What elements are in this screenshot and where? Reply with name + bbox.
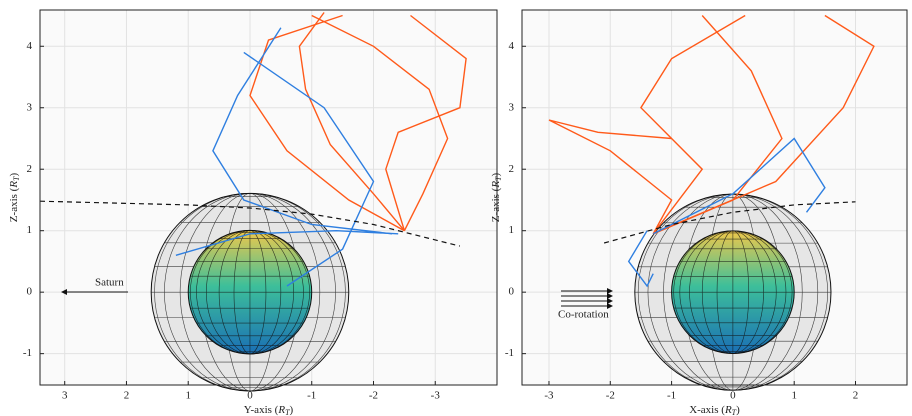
y-axis-label: Z-axis (RT) xyxy=(490,172,503,222)
x-axis-label-part: R xyxy=(277,404,285,416)
y-tick-label: 0 xyxy=(27,286,33,298)
x-axis-label-part: R xyxy=(724,404,732,416)
y-tick-label: 2 xyxy=(509,163,515,175)
y-tick-label: 4 xyxy=(27,40,33,52)
y-axis-label-part: T xyxy=(494,176,503,181)
y-axis-label-part: ) xyxy=(8,172,20,176)
y-axis-label-part: Z-axis ( xyxy=(8,187,20,222)
trajectory xyxy=(627,230,654,288)
y-tick-label: 2 xyxy=(27,163,33,175)
axes-frame xyxy=(521,9,908,386)
y-tick-label: -1 xyxy=(23,347,32,359)
x-tick-label: -3 xyxy=(544,390,554,402)
x-axis-label-part: ) xyxy=(736,404,740,416)
trajectory xyxy=(311,14,449,232)
x-tick-label: -1 xyxy=(667,390,676,402)
x-axis-label-part: Y-axis ( xyxy=(244,404,279,416)
y-tick-label: 3 xyxy=(27,101,33,113)
axes-frame xyxy=(39,9,498,386)
annotation: Co-rotation xyxy=(558,309,609,321)
annotation: Saturn xyxy=(95,277,124,289)
trajectory xyxy=(548,119,673,235)
x-tick-label: -2 xyxy=(606,390,615,402)
trajectory xyxy=(175,229,399,256)
x-axis-label-part: X-axis ( xyxy=(689,404,725,416)
x-tick-label: 0 xyxy=(730,390,736,402)
trajectory xyxy=(652,14,875,235)
trajectory xyxy=(652,137,826,235)
y-axis-label-part: T xyxy=(12,176,21,181)
sphere-mesh xyxy=(671,230,795,354)
y-tick-label: 4 xyxy=(509,40,515,52)
trajectory xyxy=(249,14,405,232)
x-tick-label: 1 xyxy=(185,390,191,402)
x-axis-label-part: T xyxy=(732,408,737,416)
x-tick-label: 1 xyxy=(791,390,797,402)
trajectory xyxy=(385,14,467,231)
y-axis-label: Z-axis (RT) xyxy=(8,172,21,222)
x-axis-label-part: ) xyxy=(290,404,294,416)
y-tick-label: 0 xyxy=(509,286,515,298)
x-axis-label: Y-axis (RT) xyxy=(244,404,294,416)
y-axis-label-part: R xyxy=(8,181,20,189)
x-tick-label: 2 xyxy=(124,390,130,402)
y-tick-label: 1 xyxy=(27,224,33,236)
boundary-line xyxy=(603,201,856,244)
trajectory xyxy=(243,51,375,287)
x-tick-label: 3 xyxy=(62,390,68,402)
y-axis-label-part: Z-axis ( xyxy=(490,187,502,222)
y-tick-label: 1 xyxy=(509,224,515,236)
x-tick-label: 0 xyxy=(247,390,253,402)
x-axis-label-part: T xyxy=(285,408,290,416)
x-tick-label: -2 xyxy=(369,390,378,402)
y-tick-label: -1 xyxy=(505,347,514,359)
x-tick-label: -1 xyxy=(307,390,316,402)
trajectory xyxy=(640,14,746,235)
y-axis-label-part: R xyxy=(490,181,502,189)
x-tick-label: 2 xyxy=(853,390,859,402)
x-tick-label: -3 xyxy=(431,390,441,402)
x-axis-label: X-axis (RT) xyxy=(689,404,740,416)
trajectory xyxy=(212,27,393,235)
sphere-mesh xyxy=(188,230,312,355)
trajectory xyxy=(298,12,405,232)
y-tick-label: 3 xyxy=(509,101,515,113)
y-axis-label-part: ) xyxy=(490,172,502,176)
